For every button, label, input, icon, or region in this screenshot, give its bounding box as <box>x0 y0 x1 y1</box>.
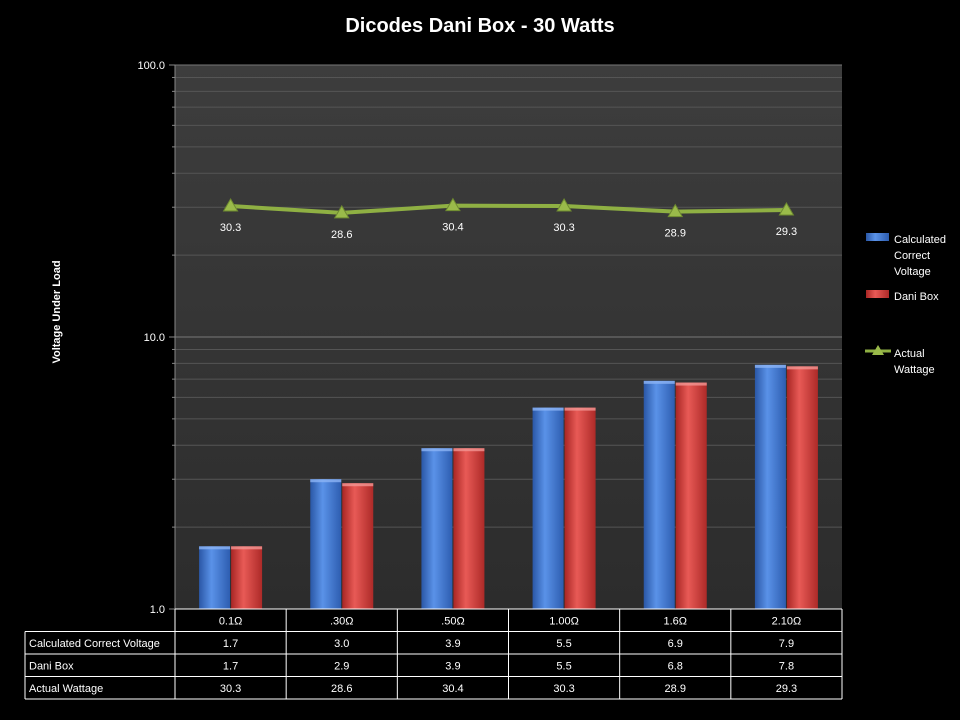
table-row-label: Dani Box <box>29 661 74 673</box>
x-category-label: .50Ω <box>441 616 465 628</box>
bar <box>421 448 453 609</box>
bar-series <box>199 364 818 609</box>
bar-top-highlight <box>675 382 707 386</box>
bar <box>199 546 231 609</box>
bar <box>532 407 564 609</box>
table-cell: 29.3 <box>776 683 797 695</box>
data-label: 30.3 <box>220 222 241 234</box>
table-cell: 6.9 <box>668 638 683 650</box>
table-cell: 28.6 <box>331 683 352 695</box>
bar <box>564 407 596 609</box>
bar-top-highlight <box>786 366 818 370</box>
table-cell: 3.9 <box>445 661 460 673</box>
bar-top-highlight <box>421 448 453 452</box>
table-cell: 1.7 <box>223 661 238 673</box>
data-label: 30.3 <box>553 222 574 234</box>
bar <box>675 382 707 609</box>
table-cell: 3.9 <box>445 638 460 650</box>
table-cell: 3.0 <box>334 638 349 650</box>
legend-marker <box>872 345 884 355</box>
bar-top-highlight <box>532 407 564 411</box>
x-category-label: 0.1Ω <box>219 616 243 628</box>
line-marker <box>445 197 461 212</box>
table-cell: 30.3 <box>220 683 241 695</box>
bar <box>342 483 374 609</box>
data-label: 28.9 <box>665 228 686 240</box>
bar <box>786 366 818 609</box>
legend-label: Correct <box>894 250 930 262</box>
line-marker <box>667 203 684 218</box>
table-row-label: Calculated Correct Voltage <box>29 638 160 650</box>
legend-label: Dani Box <box>894 291 939 303</box>
legend-label: Wattage <box>894 364 935 376</box>
bar-top-highlight <box>754 364 786 368</box>
table-cell: 2.9 <box>334 661 349 673</box>
x-category-label: .30Ω <box>330 616 354 628</box>
bar-top-highlight <box>453 448 485 452</box>
y-axis-label: Voltage Under Load <box>51 260 63 363</box>
y-axis: 1.0 10.0 100.0 <box>137 60 176 616</box>
legend-label: Actual <box>894 348 925 360</box>
table-cell: 6.8 <box>668 661 683 673</box>
bar <box>754 364 786 609</box>
legend: Calculated Correct Voltage Dani Box Actual Wa… <box>865 233 946 376</box>
line-marker <box>222 198 239 212</box>
x-category-label: 2.10Ω <box>772 616 802 628</box>
bar <box>453 448 485 609</box>
bar-top-highlight <box>199 546 231 550</box>
data-label: 30.4 <box>442 222 463 234</box>
table-cell: 5.5 <box>556 661 571 673</box>
table-cell: 30.3 <box>553 683 574 695</box>
chart-title: Dicodes Dani Box - 30 Watts <box>345 15 614 37</box>
line-series: 30.3 28.6 30.4 30.3 28.9 29.3 <box>220 197 797 241</box>
bar-top-highlight <box>342 483 374 487</box>
x-category-label: 1.6Ω <box>663 616 687 628</box>
table-cell: 30.4 <box>442 683 463 695</box>
line-marker <box>778 202 795 216</box>
data-table: 0.1Ω .30Ω .50Ω 1.00Ω 1.6Ω 2.10Ω Calculated Cor… <box>24 608 843 700</box>
table-cell: 1.7 <box>223 638 238 650</box>
line-path <box>230 203 787 215</box>
line-marker <box>333 204 350 219</box>
legend-swatch <box>866 233 889 241</box>
line-marker <box>556 198 572 212</box>
bar <box>231 546 263 609</box>
y-tick-label: 10.0 <box>144 332 165 344</box>
table-cell: 7.9 <box>779 638 794 650</box>
bar <box>643 380 675 609</box>
x-category-label: 1.00Ω <box>549 616 579 628</box>
bar-top-highlight <box>643 380 675 384</box>
y-tick-label: 100.0 <box>137 60 165 72</box>
table-cell: 7.8 <box>779 661 794 673</box>
table-cell: 5.5 <box>556 638 571 650</box>
bar-top-highlight <box>564 407 596 411</box>
bar <box>310 479 342 609</box>
y-tick-label: 1.0 <box>150 604 165 616</box>
table-row-label: Actual Wattage <box>29 683 103 695</box>
legend-swatch <box>866 290 889 298</box>
table-cell: 28.9 <box>665 683 686 695</box>
data-label: 28.6 <box>331 229 352 241</box>
legend-label: Voltage <box>894 266 931 278</box>
legend-label: Calculated <box>894 234 946 246</box>
bar-top-highlight <box>310 479 342 483</box>
data-label: 29.3 <box>776 226 797 238</box>
bar-top-highlight <box>231 546 263 550</box>
